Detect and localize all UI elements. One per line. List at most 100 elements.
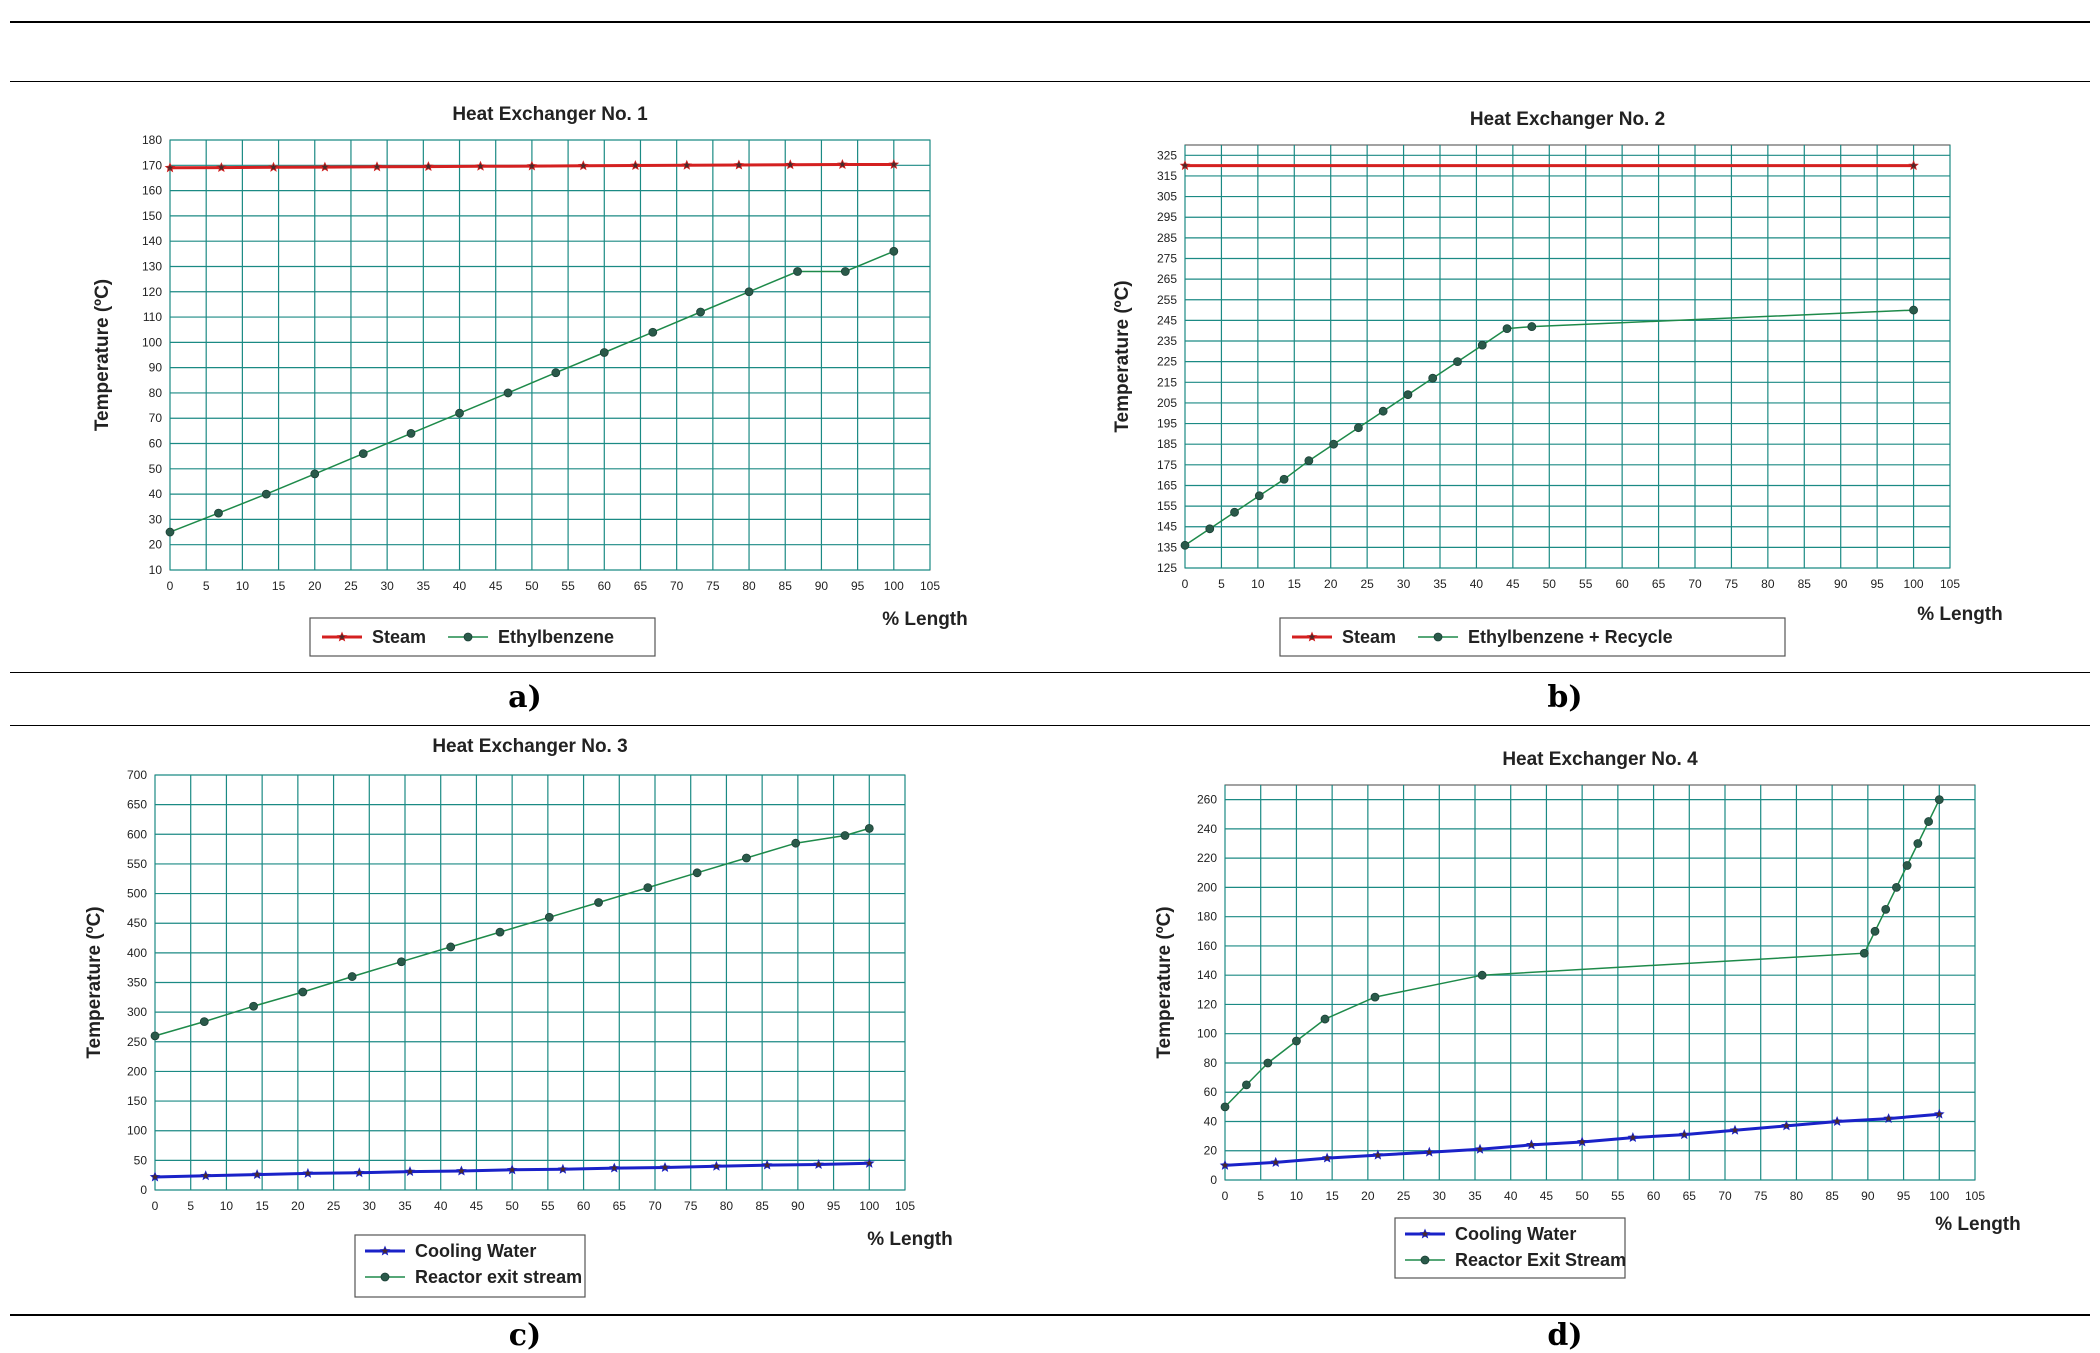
data-point [1423,1146,1435,1157]
x-tick-label: 15 [272,579,286,593]
x-tick-label: 75 [684,1199,698,1213]
x-tick-label: 40 [434,1199,448,1213]
y-tick-label: 80 [1204,1056,1218,1070]
subfigure-label-d: d) [1547,1318,1583,1353]
x-tick-label: 105 [920,579,940,593]
y-tick-label: 235 [1157,334,1177,348]
x-tick-label: 0 [1222,1189,1229,1203]
y-tick-label: 50 [149,462,163,476]
x-tick-label: 100 [1904,577,1924,591]
x-tick-label: 45 [470,1199,484,1213]
data-point [1477,970,1487,980]
x-tick-label: 15 [1325,1189,1339,1203]
y-axis-label: Temperature (ºC) [92,279,113,431]
data-point [1242,1080,1251,1090]
data-point [888,158,900,170]
x-tick-label: 50 [505,1199,519,1213]
x-tick-label: 75 [1725,577,1739,591]
legend-marker [463,632,473,642]
y-tick-label: 60 [149,437,163,451]
x-tick-label: 90 [1861,1189,1875,1203]
data-point [302,1167,314,1178]
series-line-ethylbenzene-recycle [1184,309,1914,546]
x-tick-label: 55 [561,579,575,593]
data-point [1902,861,1912,870]
data-point [1781,1120,1792,1131]
y-tick-label: 125 [1157,561,1177,575]
chart-panel-c: 0 50 100 150 200 250 300 350 400 450 500 550 600 650 7… [0,730,1050,1310]
top-rule [10,21,2090,23]
x-tick-label: 40 [1504,1189,1518,1203]
y-tick-label: 120 [1197,997,1217,1011]
y-tick-label: 180 [142,133,162,147]
data-point [310,469,320,479]
y-tick-label: 600 [127,827,147,841]
y-tick-label: 205 [1157,396,1177,410]
subfigure-label-a: a) [508,680,542,715]
legend-marker [380,1272,390,1282]
data-point [1934,1108,1945,1119]
y-tick-label: 130 [142,259,162,273]
y-tick-label: 100 [1197,1027,1217,1041]
legend-label: Ethylbenzene + Recycle [1468,627,1673,647]
data-point [1205,524,1215,534]
data-point [404,1166,416,1177]
data-point [1329,439,1339,449]
y-tick-label: 100 [127,1124,147,1138]
header-rule [10,81,2090,82]
x-tick-label: 30 [380,579,394,593]
data-point [1924,817,1933,826]
data-point [1179,160,1191,171]
x-tick-label: 0 [167,579,174,593]
x-tick-label: 60 [1615,577,1629,591]
legend-label: Ethylbenzene [498,627,614,647]
data-point [164,162,176,173]
data-point [1527,322,1537,331]
x-tick-label: 85 [779,579,793,593]
data-point [1270,1156,1281,1167]
data-point [1304,456,1314,466]
data-point [261,489,271,499]
x-tick-label: 20 [291,1199,305,1213]
data-point [503,388,513,398]
data-point [1576,1136,1588,1147]
x-tick-label: 65 [613,1199,627,1213]
x-tick-label: 45 [1506,577,1520,591]
y-tick-label: 160 [142,184,162,198]
y-tick-label: 150 [127,1094,147,1108]
data-point [864,823,874,833]
data-point [577,160,589,171]
data-point [742,853,751,863]
y-tick-label: 185 [1157,437,1177,451]
y-tick-label: 195 [1157,417,1177,431]
data-point [149,1171,161,1182]
y-tick-label: 50 [134,1153,148,1167]
y-tick-label: 400 [127,946,147,960]
data-point [791,838,801,848]
x-tick-label: 25 [1397,1189,1411,1203]
y-tick-label: 160 [1197,939,1217,953]
data-point [446,942,456,952]
data-point [1934,795,1944,805]
x-tick-label: 5 [1218,577,1225,591]
y-tick-label: 225 [1157,355,1177,369]
data-point [298,987,308,997]
data-point [1219,1159,1231,1170]
y-tick-label: 0 [140,1183,147,1197]
x-tick-label: 65 [1652,577,1666,591]
data-point [1883,1113,1894,1124]
y-tick-label: 220 [1197,851,1217,865]
data-point [165,527,175,537]
data-point [475,160,486,171]
data-point [1477,340,1487,350]
data-point [1870,926,1880,936]
data-point [837,158,848,170]
data-point [1453,357,1462,367]
data-point [397,957,406,967]
y-tick-label: 285 [1157,231,1177,245]
y-tick-label: 90 [149,361,163,375]
y-tick-label: 140 [142,234,162,248]
x-tick-label: 25 [344,579,358,593]
plot-area [1224,784,1976,1181]
data-point [1502,324,1512,334]
